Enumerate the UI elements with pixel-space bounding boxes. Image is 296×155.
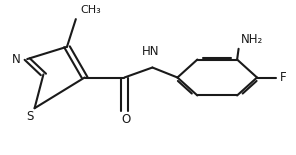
Text: N: N — [12, 53, 20, 66]
Text: HN: HN — [142, 44, 160, 58]
Text: S: S — [26, 110, 34, 123]
Text: F: F — [280, 71, 286, 84]
Text: NH₂: NH₂ — [241, 33, 263, 46]
Text: O: O — [121, 113, 131, 126]
Text: CH₃: CH₃ — [80, 4, 101, 15]
